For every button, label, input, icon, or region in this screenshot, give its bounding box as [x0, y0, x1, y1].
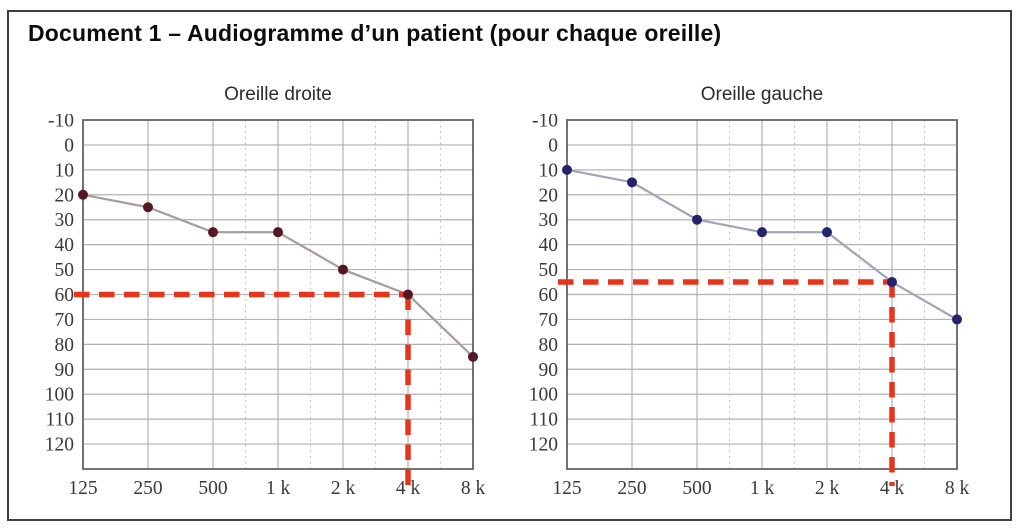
- svg-text:60: 60: [55, 285, 75, 306]
- svg-text:250: 250: [133, 478, 162, 499]
- left-ear-chart-panel: Oreille gauche -10 0 10 20 30 40 50 60 70 80 90 100…: [507, 84, 977, 516]
- svg-text:8 k: 8 k: [461, 478, 486, 499]
- svg-text:1 k: 1 k: [750, 478, 775, 499]
- svg-text:80: 80: [539, 335, 559, 356]
- svg-text:40: 40: [539, 235, 559, 256]
- svg-text:30: 30: [539, 210, 559, 231]
- svg-text:8 k: 8 k: [945, 478, 970, 499]
- svg-text:70: 70: [539, 310, 559, 331]
- right-ear-chart-title: Oreille droite: [224, 84, 332, 105]
- svg-text:-10: -10: [48, 114, 74, 132]
- svg-text:50: 50: [539, 260, 559, 281]
- svg-text:0: 0: [64, 135, 74, 156]
- svg-text:20: 20: [539, 185, 559, 206]
- svg-text:50: 50: [55, 260, 75, 281]
- svg-text:110: 110: [529, 410, 558, 431]
- svg-text:90: 90: [539, 360, 559, 381]
- right-ear-audiogram-plot: -10 0 10 20 30 40 50 60 70 80 90 100 110 120 125 250 500…: [45, 114, 486, 499]
- svg-text:500: 500: [198, 478, 227, 499]
- svg-text:90: 90: [55, 360, 75, 381]
- svg-text:40: 40: [55, 235, 75, 256]
- left-ear-audiogram-plot: -10 0 10 20 30 40 50 60 70 80 90 100 110 120 125 250 500…: [529, 114, 970, 499]
- svg-text:120: 120: [529, 435, 558, 456]
- svg-text:2 k: 2 k: [815, 478, 840, 499]
- svg-text:4 k: 4 k: [396, 478, 421, 499]
- svg-text:250: 250: [617, 478, 646, 499]
- svg-text:4 k: 4 k: [880, 478, 905, 499]
- svg-text:125: 125: [68, 478, 97, 499]
- svg-text:10: 10: [539, 160, 559, 181]
- right-ear-chart-panel: Oreille droite -10 0 10 20 30 40 50 60 70 80 90 100…: [23, 84, 493, 516]
- page-title: Document 1 – Audiogramme d’un patient (p…: [28, 20, 722, 46]
- svg-text:110: 110: [45, 410, 74, 431]
- svg-text:10: 10: [55, 160, 75, 181]
- svg-text:70: 70: [55, 310, 75, 331]
- svg-text:100: 100: [45, 385, 74, 406]
- svg-text:1 k: 1 k: [266, 478, 291, 499]
- svg-text:-10: -10: [532, 114, 558, 132]
- svg-text:100: 100: [529, 385, 558, 406]
- svg-text:500: 500: [682, 478, 711, 499]
- left-ear-chart-title: Oreille gauche: [700, 84, 824, 105]
- svg-text:60: 60: [539, 285, 559, 306]
- svg-text:20: 20: [55, 185, 75, 206]
- svg-text:80: 80: [55, 335, 75, 356]
- svg-text:120: 120: [45, 435, 74, 456]
- svg-text:30: 30: [55, 210, 75, 231]
- svg-text:2 k: 2 k: [331, 478, 356, 499]
- svg-text:0: 0: [548, 135, 558, 156]
- document-border-frame: [7, 10, 1012, 521]
- svg-text:125: 125: [552, 478, 581, 499]
